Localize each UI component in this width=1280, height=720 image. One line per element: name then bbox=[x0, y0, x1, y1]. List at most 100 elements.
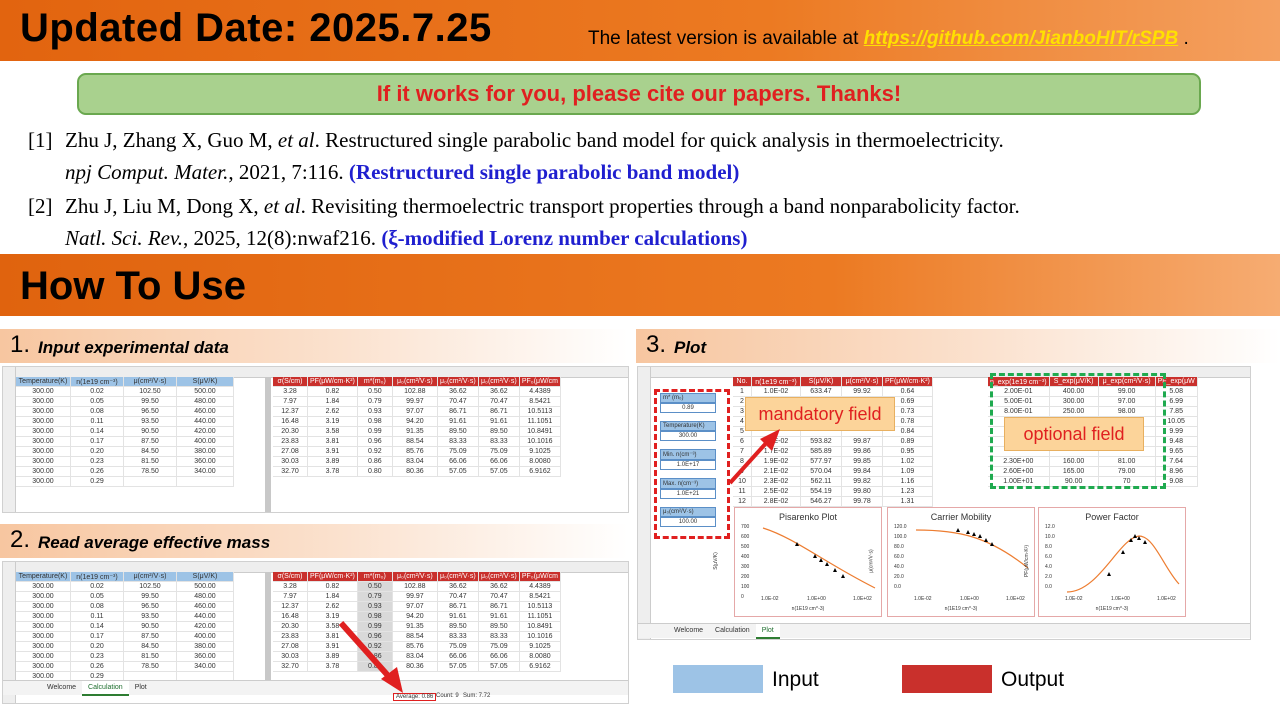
y-tick-label: 8.0 bbox=[1045, 544, 1052, 550]
table-cell: 0.26 bbox=[70, 661, 124, 672]
parameter-value[interactable]: 100.00 bbox=[660, 517, 716, 527]
table-cell: 3.89 bbox=[307, 456, 358, 467]
column-header: σ(S/cm) bbox=[273, 572, 308, 582]
chart-xlabel: n(1E19 cm^-3) bbox=[1095, 606, 1129, 612]
y-tick-label: 100.0 bbox=[894, 534, 907, 540]
table-row: 20.30 3.58 0.99 91.35 89.50 89.50 10.8491 bbox=[273, 426, 561, 437]
table-cell: 0.86 bbox=[357, 456, 393, 467]
ref-note: (Restructured single parabolic band mode… bbox=[348, 160, 740, 184]
parameter-label: Max. n(cm⁻³) bbox=[660, 478, 716, 489]
table-row: 300.00 0.14 90.50 420.00 bbox=[16, 621, 234, 632]
table-cell: 8.0080 bbox=[519, 651, 561, 662]
table-cell: 6.9162 bbox=[519, 466, 561, 477]
ref-number: [1] bbox=[28, 128, 53, 152]
table-cell: 85.76 bbox=[392, 641, 438, 652]
parameter-value[interactable]: 0.89 bbox=[660, 403, 716, 413]
table-row: 7.97 1.84 0.79 99.97 70.47 70.47 8.5421 bbox=[273, 396, 561, 407]
model-curve bbox=[1066, 535, 1180, 593]
tab-plot[interactable]: Plot bbox=[134, 684, 147, 691]
table-cell: 8.5421 bbox=[519, 591, 561, 602]
tab-welcome[interactable]: Welcome bbox=[47, 684, 77, 691]
table-cell: 0.17 bbox=[70, 631, 124, 642]
data-point bbox=[795, 542, 799, 546]
table-cell: 86.71 bbox=[437, 406, 479, 417]
table-cell: 3.89 bbox=[307, 651, 358, 662]
chart-xlabel: n(1E19 cm^-3) bbox=[944, 606, 978, 612]
table-cell: 5.00E-01 bbox=[988, 396, 1050, 407]
table-cell: 94.20 bbox=[392, 416, 438, 427]
table-cell: 3.91 bbox=[307, 446, 358, 457]
table-cell: 9.48 bbox=[1155, 436, 1198, 447]
table-cell: 99.82 bbox=[841, 476, 883, 487]
table-cell: 75.09 bbox=[437, 641, 479, 652]
table-cell: 0.95 bbox=[882, 446, 933, 457]
table-cell: 10.5113 bbox=[519, 601, 561, 612]
table-cell: 81.50 bbox=[123, 651, 177, 662]
table-row: 8.00E-01 250.00 98.00 7.85 bbox=[988, 406, 1198, 417]
data-point bbox=[833, 568, 837, 572]
table-cell: 0.50 bbox=[357, 386, 393, 397]
table-cell: 0.08 bbox=[70, 406, 124, 417]
table-row: 7 1.7E-02 585.89 99.86 0.95 bbox=[733, 446, 933, 457]
table-cell: 9.1025 bbox=[519, 641, 561, 652]
table-cell: 66.06 bbox=[478, 456, 520, 467]
table-cell: 36.62 bbox=[437, 581, 479, 592]
table-cell: 83.04 bbox=[392, 651, 438, 662]
y-tick-label: 0.0 bbox=[1045, 584, 1052, 590]
table-cell: 32.70 bbox=[273, 661, 308, 672]
table-cell: 4.4389 bbox=[519, 581, 561, 592]
mandatory-field-label: mandatory field bbox=[745, 397, 895, 431]
step-label: Input experimental data bbox=[38, 338, 229, 357]
table-cell: 16.48 bbox=[273, 416, 308, 427]
column-header: Temperature(K) bbox=[16, 377, 71, 387]
table-cell: 3.28 bbox=[273, 581, 308, 592]
tab-calculation[interactable]: Calculation bbox=[715, 627, 750, 634]
note-prefix: The latest version is available at bbox=[588, 28, 864, 49]
table-cell: 83.04 bbox=[392, 456, 438, 467]
table-cell: 380.00 bbox=[176, 641, 234, 652]
parameter-value[interactable]: 300.00 bbox=[660, 431, 716, 441]
table-cell: 300.00 bbox=[16, 476, 71, 487]
table-cell: 30.03 bbox=[273, 456, 308, 467]
table-cell bbox=[1098, 446, 1156, 457]
parameter-value[interactable]: 1.0E+21 bbox=[660, 489, 716, 499]
y-tick-label: 700 bbox=[741, 524, 750, 530]
data-point bbox=[984, 538, 988, 542]
table-cell: 102.88 bbox=[392, 581, 438, 592]
table-cell: 300.00 bbox=[16, 406, 71, 417]
chart-1: Carrier Mobility μ(cm²/V·s) n(1E19 cm^-3) 1… bbox=[869, 507, 1035, 617]
table-cell bbox=[1049, 446, 1099, 457]
tab-plot[interactable]: Plot bbox=[755, 624, 780, 639]
table-row: 2.00E-01 400.00 99.00 5.08 bbox=[988, 386, 1198, 397]
data-point bbox=[1107, 572, 1111, 576]
table-cell: 10.5113 bbox=[519, 406, 561, 417]
tab-calculation[interactable]: Calculation bbox=[82, 681, 129, 696]
tab-welcome[interactable]: Welcome bbox=[674, 627, 704, 634]
table-cell: 84.50 bbox=[123, 446, 177, 457]
table-cell: 8.00E-01 bbox=[988, 406, 1050, 417]
table-cell: 300.00 bbox=[16, 426, 71, 437]
table-cell: 66.06 bbox=[437, 651, 479, 662]
y-tick-label: 0.0 bbox=[894, 584, 901, 590]
parameter-value[interactable]: 1.0E+17 bbox=[660, 460, 716, 470]
table-cell: 89.50 bbox=[478, 426, 520, 437]
table-cell: 300.00 bbox=[16, 651, 71, 662]
table-cell: 12.37 bbox=[273, 406, 308, 417]
github-link[interactable]: https://github.com/JianboHIT/rSPB bbox=[863, 28, 1179, 49]
table-cell: 16.48 bbox=[273, 611, 308, 622]
x-tick-label: 1.0E-02 bbox=[761, 596, 779, 602]
y-tick-label: 2.0 bbox=[1045, 574, 1052, 580]
table-row: 9.65 bbox=[988, 446, 1198, 457]
table-cell: 3.19 bbox=[307, 416, 358, 427]
how-to-use-bar: How To Use bbox=[0, 254, 1280, 316]
parameter-field: Min. n(cm⁻³) 1.0E+17 bbox=[660, 449, 716, 470]
column-header-row bbox=[638, 367, 1250, 378]
step-label: Plot bbox=[674, 338, 707, 357]
table-cell: 300.00 bbox=[16, 456, 71, 467]
table-cell: 89.50 bbox=[478, 621, 520, 632]
table-cell: 1 bbox=[733, 386, 752, 397]
table-cell: 102.50 bbox=[123, 386, 177, 397]
parameter-label: μ₀(cm²/V·s) bbox=[660, 507, 716, 517]
column-header: μ₀(cm²/V·s) bbox=[478, 572, 520, 582]
table-row: 300.00 0.02 102.50 500.00 bbox=[16, 386, 234, 397]
